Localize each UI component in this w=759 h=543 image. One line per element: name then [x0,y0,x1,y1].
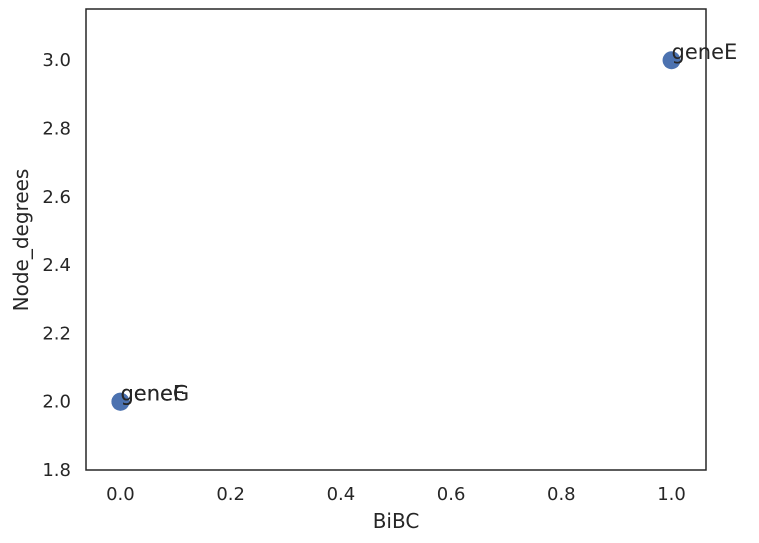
x-axis-ticks: 0.0 0.2 0.4 0.6 0.8 1.0 [106,484,686,505]
y-tick-label: 2.0 [42,392,71,413]
x-tick-label: 0.0 [106,484,135,505]
x-axis-label: BiBC [373,509,420,533]
y-axis-ticks: 1.8 2.0 2.2 2.4 2.6 2.8 3.0 [42,50,71,481]
y-tick-label: 1.8 [42,460,71,481]
point-label: geneE [672,40,738,64]
point-label: geneG [120,382,189,406]
y-tick-label: 3.0 [42,50,71,71]
y-tick-label: 2.8 [42,119,71,140]
x-tick-label: 0.4 [327,484,356,505]
point-label: geneF [120,382,185,406]
y-tick-label: 2.4 [42,255,71,276]
plot-area [85,8,707,471]
scatter-point [111,392,130,411]
x-tick-label: 0.8 [547,484,576,505]
y-tick-label: 2.6 [42,187,71,208]
x-tick-label: 0.2 [216,484,245,505]
x-tick-label: 0.6 [437,484,466,505]
y-tick-label: 2.2 [42,323,71,344]
scatter-point [662,51,681,70]
x-tick-label: 1.0 [657,484,686,505]
y-axis-label: Node_degrees [9,169,33,312]
